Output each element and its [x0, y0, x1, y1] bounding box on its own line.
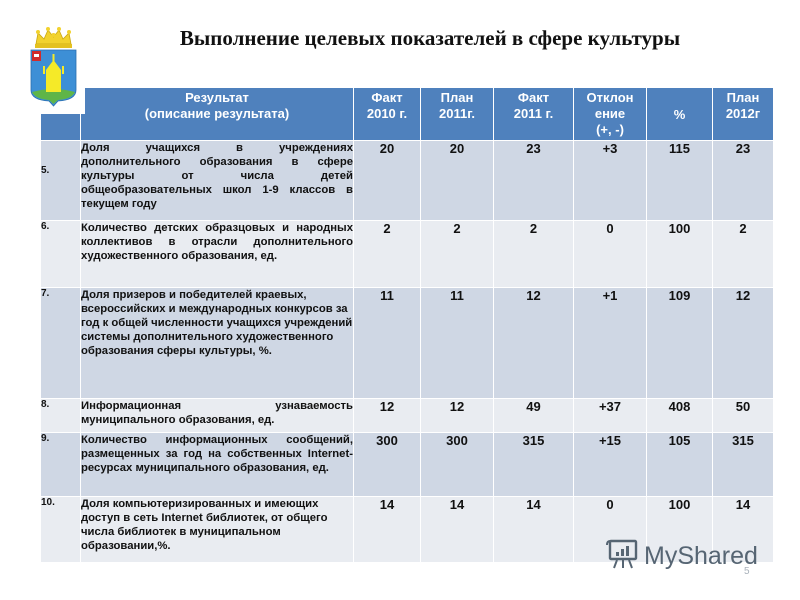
row-fact2010: 14 [353, 496, 421, 563]
header-result: Результат (описание результата) [80, 87, 354, 141]
row-num: 8. [40, 398, 81, 433]
row-fact2010: 11 [353, 287, 421, 399]
row-deviation: +15 [573, 432, 647, 497]
header-fact2011: Факт 2011 г. [493, 87, 574, 141]
header-result-line2: (описание результата) [144, 106, 290, 121]
row-description: Информационная узнаваемость муниципально… [80, 398, 354, 433]
watermark: MyShared [606, 536, 758, 577]
row-fact2011: 23 [493, 140, 574, 221]
row-description: Количество детских образцовых и народных… [80, 220, 354, 288]
row-description: Доля компьютеризированных и имеющих дост… [80, 496, 354, 563]
table-row: 8. Информационная узнаваемость муниципал… [40, 398, 774, 433]
row-fact2011: 14 [493, 496, 574, 563]
row-deviation: +3 [573, 140, 647, 221]
row-plan2011: 20 [420, 140, 494, 221]
row-plan2012: 12 [712, 287, 774, 399]
row-deviation: 0 [573, 220, 647, 288]
row-plan2012: 2 [712, 220, 774, 288]
row-description: Доля учащихся в учреждениях дополнительн… [80, 140, 354, 221]
row-num: 5. [40, 140, 81, 221]
row-fact2010: 20 [353, 140, 421, 221]
header-result-line1: Результат [185, 90, 249, 105]
row-description: Доля призеров и победителей краевых, все… [80, 287, 354, 399]
row-plan2011: 12 [420, 398, 494, 433]
indicators-table: п/п Результат (описание результата) Факт… [40, 87, 774, 563]
row-percent: 105 [646, 432, 713, 497]
row-num: 7. [40, 287, 81, 399]
header-fact2010-line2: 2010 г. [366, 106, 408, 121]
row-fact2011: 2 [493, 220, 574, 288]
header-deviation-line2: ение [594, 106, 626, 121]
presentation-board-icon [606, 536, 640, 577]
coat-of-arms-icon [22, 24, 85, 114]
row-plan2012: 50 [712, 398, 774, 433]
table-row: 9. Количество информационных сообщений, … [40, 432, 774, 497]
header-plan2012: План 2012г [712, 87, 774, 141]
table-header-row: п/п Результат (описание результата) Факт… [40, 87, 774, 141]
row-num: 10. [40, 496, 81, 563]
row-plan2012: 23 [712, 140, 774, 221]
row-description: Количество информационных сообщений, раз… [80, 432, 354, 497]
row-percent: 100 [646, 496, 713, 563]
row-percent: 109 [646, 287, 713, 399]
header-deviation-line1: Отклон [586, 90, 634, 105]
row-plan2011: 300 [420, 432, 494, 497]
table-row: 10. Доля компьютеризированных и имеющих … [40, 496, 774, 563]
header-plan2011-line1: План [440, 90, 474, 105]
header-fact2011-line2: 2011 г. [513, 106, 554, 121]
header-plan2011-line2: 2011г. [439, 106, 475, 121]
row-fact2011: 12 [493, 287, 574, 399]
row-fact2010: 300 [353, 432, 421, 497]
watermark-text: MyShared [644, 542, 758, 570]
header-plan2011: План 2011г. [420, 87, 494, 141]
row-percent: 115 [646, 140, 713, 221]
row-plan2011: 14 [420, 496, 494, 563]
row-plan2011: 11 [420, 287, 494, 399]
page-number: 5 [744, 566, 750, 577]
table-row: 6. Количество детских образцовых и народ… [40, 220, 774, 288]
row-fact2011: 49 [493, 398, 574, 433]
header-fact2010: Факт 2010 г. [353, 87, 421, 141]
header-deviation: Отклон ение (+, -) [573, 87, 647, 141]
header-percent: % [646, 87, 713, 141]
row-plan2012: 14 [712, 496, 774, 563]
header-plan2012-line2: 2012г [725, 106, 761, 121]
row-deviation: +37 [573, 398, 647, 433]
row-fact2010: 12 [353, 398, 421, 433]
row-fact2010: 2 [353, 220, 421, 288]
header-deviation-line3: (+, -) [596, 122, 624, 137]
header-fact2011-line1: Факт [517, 90, 550, 105]
row-plan2011: 2 [420, 220, 494, 288]
row-fact2011: 315 [493, 432, 574, 497]
row-num: 9. [40, 432, 81, 497]
slide-title: Выполнение целевых показателей в сфере к… [179, 26, 681, 50]
row-percent: 408 [646, 398, 713, 433]
row-plan2012: 315 [712, 432, 774, 497]
table-row: 5. Доля учащихся в учреждениях дополните… [40, 140, 774, 221]
table-row: 7. Доля призеров и победителей краевых, … [40, 287, 774, 399]
row-deviation: +1 [573, 287, 647, 399]
header-fact2010-line1: Факт [371, 90, 403, 105]
row-num: 6. [40, 220, 81, 288]
row-percent: 100 [646, 220, 713, 288]
header-plan2012-line1: План [726, 90, 760, 105]
